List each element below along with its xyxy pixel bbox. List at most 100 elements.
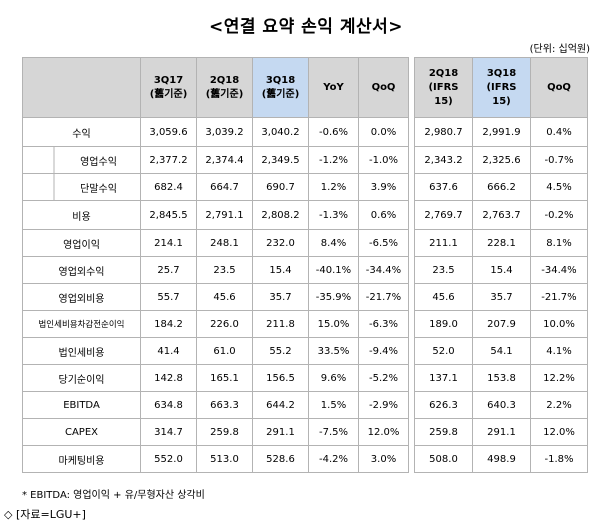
value-cell: 259.8 — [196, 418, 253, 446]
row-label: 수익 — [22, 117, 141, 147]
value-cell: 291.1 — [252, 418, 309, 446]
row-sublabel: 영업수익 — [22, 146, 141, 174]
header-label: QoQ — [371, 81, 396, 93]
value-cell: 663.3 — [196, 391, 253, 419]
value-cell: 634.8 — [140, 391, 197, 419]
value-cell: 25.7 — [140, 256, 197, 284]
value-cell: 228.1 — [472, 229, 531, 257]
value-cell: 10.0% — [530, 310, 588, 338]
value-cell: -1.0% — [358, 146, 409, 174]
value-cell: 55.2 — [252, 337, 309, 365]
value-cell: -5.2% — [358, 364, 409, 392]
table-row: 마케팅비용 552.0 513.0 528.6 -4.2% 3.0% 508.0 498.9-… — [22, 445, 588, 473]
footnote: * EBITDA: 영업이익 + 유/무형자산 상각비 — [22, 490, 205, 501]
value-cell: 45.6 — [414, 283, 473, 311]
value-cell: 4.1% — [530, 337, 588, 365]
table-row: 법인세비용차감전순이익 184.2 226.0 211.8 15.0% -6.3% 189.… — [22, 310, 588, 338]
value-cell: 15.4 — [252, 256, 309, 284]
header-label: YoY — [323, 81, 344, 93]
value-cell: -40.1% — [308, 256, 359, 284]
value-cell: 3.0% — [358, 445, 409, 473]
header-cell: 2Q18 (IFRS 15) — [414, 57, 473, 118]
value-cell: 3.9% — [358, 173, 409, 201]
table-row: 비용 2,845.5 2,791.1 2,808.2 -1.3% 0.6% 2,769.7 2… — [22, 200, 588, 230]
value-cell: 41.4 — [140, 337, 197, 365]
value-cell: 2,791.1 — [196, 200, 253, 230]
row-label: EBITDA — [22, 391, 141, 419]
value-cell: 1.5% — [308, 391, 359, 419]
value-cell: 12.2% — [530, 364, 588, 392]
value-cell: 2,374.4 — [196, 146, 253, 174]
value-cell: 0.4% — [530, 117, 588, 147]
value-cell: 189.0 — [414, 310, 473, 338]
row-label: 당기순이익 — [22, 364, 141, 392]
value-cell: 2,763.7 — [472, 200, 531, 230]
value-cell: -1.2% — [308, 146, 359, 174]
value-cell: 23.5 — [196, 256, 253, 284]
income-statement-table: 3Q17 (舊기준) 2Q18 (舊기준) 3Q18 (舊기준) YoY QoQ 2Q… — [22, 57, 588, 473]
value-cell: 52.0 — [414, 337, 473, 365]
value-cell: 12.0% — [530, 418, 588, 446]
value-cell: -6.3% — [358, 310, 409, 338]
value-cell: 513.0 — [196, 445, 253, 473]
value-cell: 644.2 — [252, 391, 309, 419]
table-row: 법인세비용 41.4 61.0 55.2 33.5% -9.4% 52.0 54.1 4.1% — [22, 337, 588, 365]
header-cell: QoQ — [358, 57, 409, 118]
page-title: <연결 요약 손익 계산서> — [208, 17, 403, 37]
value-cell: 2,349.5 — [252, 146, 309, 174]
header-cell: 3Q17 (舊기준) — [140, 57, 197, 118]
row-label: 영업외비용 — [22, 283, 141, 311]
value-cell: 498.9 — [472, 445, 531, 473]
table-row: 영업수익 2,377.2 2,374.4 2,349.5 -1.2% -1.0% 2,343… — [22, 146, 588, 174]
table-row: 영업외비용 55.7 45.6 35.7 -35.9% -21.7% 45.6 35.7 -21… — [22, 283, 588, 311]
table-row: EBITDA 634.8 663.3 644.2 1.5% -2.9% 626.3 640.3… — [22, 391, 588, 419]
value-cell: 0.6% — [358, 200, 409, 230]
header-label: 3Q18 (舊기준) — [261, 74, 300, 100]
table-body: 수익 3,059.6 3,039.2 3,040.2 -0.6% 0.0% 2,980.7 2… — [22, 117, 588, 473]
value-cell: 2,991.9 — [472, 117, 531, 147]
value-cell: 2,769.7 — [414, 200, 473, 230]
header-label: 3Q18 (IFRS 15) — [486, 67, 517, 107]
value-cell: 2,325.6 — [472, 146, 531, 174]
value-cell: 142.8 — [140, 364, 197, 392]
value-cell: 248.1 — [196, 229, 253, 257]
value-cell: 291.1 — [472, 418, 531, 446]
header-label: 2Q18 (舊기준) — [205, 74, 244, 100]
row-label: 비용 — [22, 200, 141, 230]
value-cell: 3,059.6 — [140, 117, 197, 147]
value-cell: 45.6 — [196, 283, 253, 311]
row-sublabel: 단말수익 — [22, 173, 141, 201]
value-cell: 640.3 — [472, 391, 531, 419]
value-cell: -2.9% — [358, 391, 409, 419]
value-cell: 528.6 — [252, 445, 309, 473]
unit-label: (단위: 십억원) — [529, 44, 590, 55]
value-cell: -34.4% — [358, 256, 409, 284]
value-cell: -4.2% — [308, 445, 359, 473]
table-row: 단말수익 682.4 664.7 690.7 1.2% 3.9% 637.6 666.2 4.5… — [22, 173, 588, 201]
value-cell: -1.3% — [308, 200, 359, 230]
row-label: 영업외수익 — [22, 256, 141, 284]
value-cell: 4.5% — [530, 173, 588, 201]
value-cell: 211.1 — [414, 229, 473, 257]
value-cell: 259.8 — [414, 418, 473, 446]
value-cell: 2,343.2 — [414, 146, 473, 174]
value-cell: 3,039.2 — [196, 117, 253, 147]
value-cell: -1.8% — [530, 445, 588, 473]
header-cell-highlight: 3Q18 (舊기준) — [252, 57, 309, 118]
header-cell: 2Q18 (舊기준) — [196, 57, 253, 118]
value-cell: 8.1% — [530, 229, 588, 257]
value-cell: 156.5 — [252, 364, 309, 392]
header-cell-highlight: 3Q18 (IFRS 15) — [472, 57, 531, 118]
value-cell: 314.7 — [140, 418, 197, 446]
value-cell: 23.5 — [414, 256, 473, 284]
value-cell: -7.5% — [308, 418, 359, 446]
value-cell: 15.4 — [472, 256, 531, 284]
header-cell: QoQ — [530, 57, 588, 118]
value-cell: 54.1 — [472, 337, 531, 365]
source-label: ◇ [자료=LGU+] — [4, 508, 86, 521]
value-cell: 3,040.2 — [252, 117, 309, 147]
value-cell: 153.8 — [472, 364, 531, 392]
value-cell: 55.7 — [140, 283, 197, 311]
header-label: QoQ — [547, 81, 571, 93]
value-cell: 61.0 — [196, 337, 253, 365]
